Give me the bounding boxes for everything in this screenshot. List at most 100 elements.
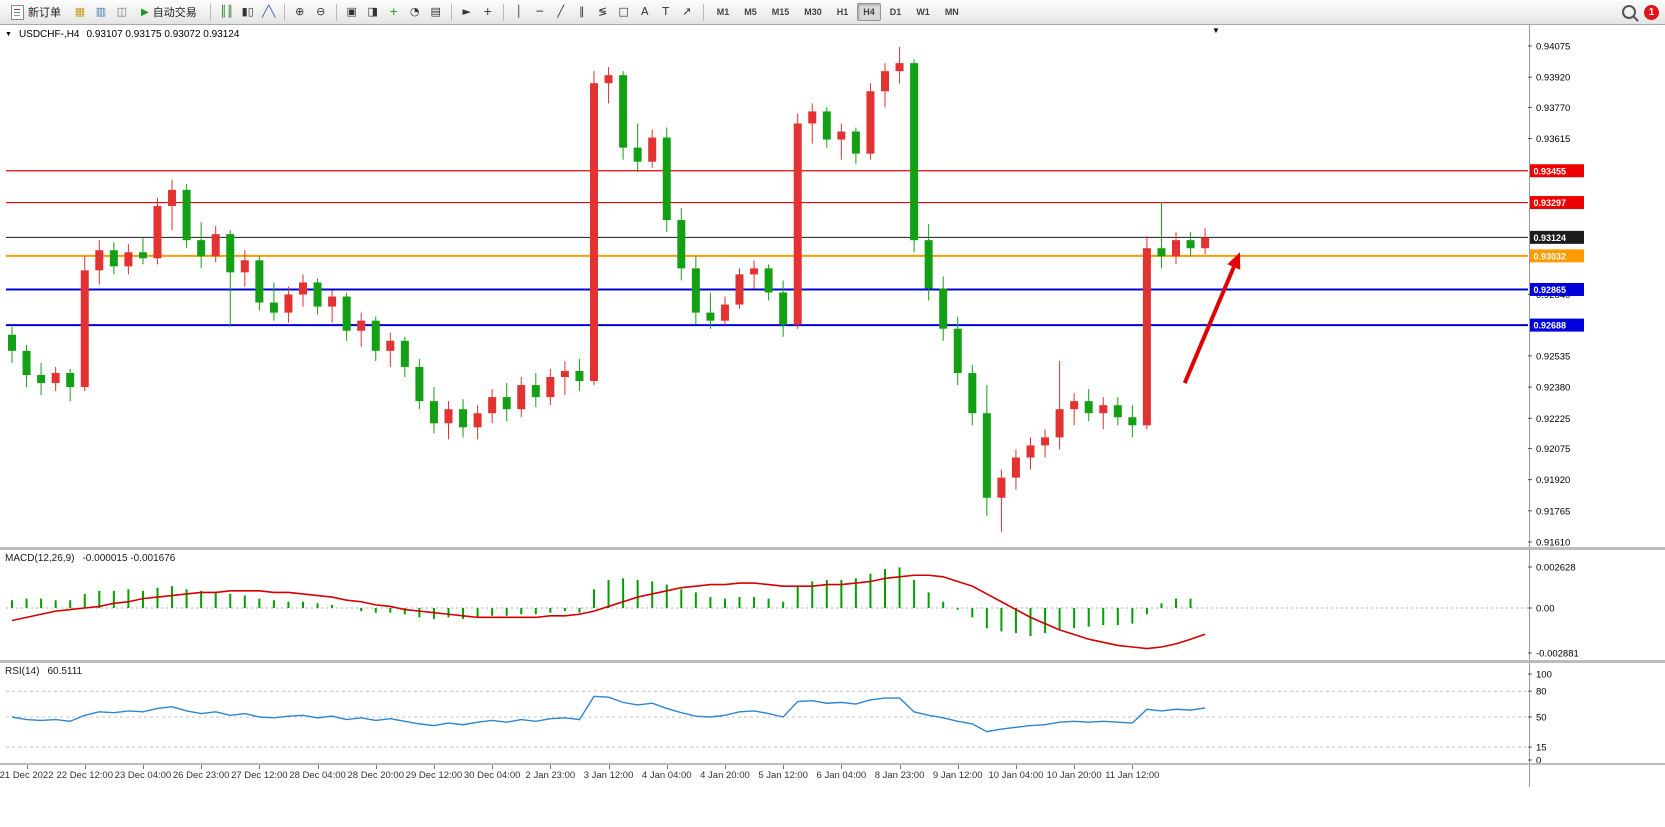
- rsi-axis-label: 0: [1536, 756, 1541, 764]
- chart-shift-marker[interactable]: ▼: [1212, 26, 1220, 35]
- timeframe-M5[interactable]: M5: [738, 3, 763, 21]
- time-label: 3 Jan 12:00: [583, 770, 634, 781]
- toolbar-right-group: 1: [1622, 4, 1661, 20]
- rsi-title: RSI(14): [5, 666, 40, 677]
- time-axis[interactable]: 21 Dec 2022 22 Dec 12:00 23 Dec 04:00 26 De…: [0, 763, 1665, 787]
- time-tick: [550, 765, 552, 769]
- notification-badge[interactable]: 1: [1644, 4, 1659, 20]
- toolbar-separator: [283, 3, 285, 21]
- arrow-tools-icon[interactable]: ↗: [677, 2, 697, 22]
- tile-windows-icon[interactable]: ▣: [342, 2, 362, 22]
- vertical-line-icon[interactable]: │: [509, 2, 529, 22]
- time-label: 2 Jan 23:00: [525, 770, 576, 781]
- timeframe-MN[interactable]: MN: [939, 3, 965, 21]
- time-label: 28 Dec 04:00: [289, 770, 346, 781]
- symbol-period-label: USDCHF-,H4: [18, 29, 80, 40]
- rsi-axis-label: 50: [1536, 713, 1547, 724]
- rsi-indicator[interactable]: 100 80 50 15 0: [0, 663, 1665, 763]
- time-tick: [1015, 765, 1017, 769]
- horizontal-line-icon[interactable]: ─: [530, 2, 550, 22]
- shapes-icon[interactable]: □: [614, 2, 634, 22]
- text-icon[interactable]: A: [635, 2, 655, 22]
- autotrade-icon: ▶: [141, 6, 149, 18]
- candlestick-chart[interactable]: 0.940750.939200.937700.936150.928400.925…: [0, 25, 1665, 547]
- bar-chart-icon[interactable]: ║║: [217, 2, 237, 22]
- time-label: 21 Dec 2022: [0, 770, 54, 781]
- market-watch-icon[interactable]: ▦: [70, 2, 90, 22]
- time-tick: [899, 765, 901, 769]
- svg-text:0.92688: 0.92688: [1534, 321, 1567, 331]
- price-axis-label: 0.91920: [1536, 475, 1570, 486]
- trendline-icon[interactable]: ╱: [551, 2, 571, 22]
- timeframe-M15[interactable]: M15: [766, 3, 796, 21]
- time-tick: [26, 765, 28, 769]
- toolbar-separator: [335, 3, 337, 21]
- new-order-button[interactable]: 新订单: [4, 2, 68, 22]
- navigator-icon[interactable]: ◫: [112, 2, 132, 22]
- timeframe-H4[interactable]: H4: [857, 3, 881, 21]
- time-label: 30 Dec 04:00: [463, 770, 521, 781]
- svg-text:0.93124: 0.93124: [1534, 233, 1567, 243]
- period-icon[interactable]: ◔: [405, 2, 425, 22]
- rsi-axis-label: 15: [1536, 743, 1547, 754]
- zoom-out-icon[interactable]: ⊖: [311, 2, 331, 22]
- indicators-icon[interactable]: +: [384, 2, 404, 22]
- fibonacci-icon[interactable]: ≶: [593, 2, 613, 22]
- symbol-menu-icon[interactable]: ▼: [5, 30, 12, 38]
- time-tick: [841, 765, 843, 769]
- timeframe-H1[interactable]: H1: [831, 3, 855, 21]
- macd-values: -0.000015 -0.001676: [82, 553, 176, 564]
- price-badge-0.92865: 0.92865: [1530, 282, 1584, 296]
- svg-text:0.93455: 0.93455: [1534, 166, 1567, 176]
- channel-icon[interactable]: ∥: [572, 2, 592, 22]
- macd-axis-label: 0.002628: [1536, 563, 1576, 574]
- timeframe-M30[interactable]: M30: [798, 3, 828, 21]
- toolbar-separator: [450, 3, 452, 21]
- toolbar-icons-group: ║║ ▮▯ ╱╲ ⊕ ⊖ ▣ ◨ + ◔ ▤ ► + │ ─ ╱ ∥ ≶ □ A T ↗: [217, 2, 697, 22]
- time-tick: [666, 765, 668, 769]
- rsi-panel: 100 80 50 15 0 RSI(14) 60.5111: [0, 660, 1665, 763]
- time-label: 6 Jan 04:00: [816, 770, 867, 781]
- price-badge-0.93124: 0.93124: [1530, 230, 1584, 244]
- price-axis-label: 0.91765: [1536, 506, 1570, 517]
- rsi-value: 60.5111: [47, 666, 83, 677]
- time-label: 8 Jan 23:00: [874, 770, 925, 781]
- search-icon[interactable]: [1622, 5, 1636, 19]
- time-tick: [1074, 765, 1076, 769]
- candlestick-chart-icon[interactable]: ▮▯: [238, 2, 258, 22]
- macd-title: MACD(12,26,9): [5, 553, 75, 564]
- chart-header: ▼ USDCHF-,H4 0.93107 0.93175 0.93072 0.9…: [5, 29, 239, 40]
- new-order-icon: [11, 4, 24, 20]
- price-badge-0.93297: 0.93297: [1530, 196, 1584, 210]
- price-badge-0.92688: 0.92688: [1530, 318, 1584, 332]
- macd-indicator[interactable]: 0.002628 0.00 -0.002881: [0, 550, 1665, 660]
- zoom-in-icon[interactable]: ⊕: [290, 2, 310, 22]
- autotrade-button[interactable]: ▶ 自动交易: [134, 2, 204, 22]
- macd-panel: 0.002628 0.00 -0.002881 MACD(12,26,9) -0.0…: [0, 547, 1665, 660]
- cursor-icon[interactable]: ►: [457, 2, 477, 22]
- macd-axis-label: -0.002881: [1536, 648, 1579, 659]
- timeframe-W1[interactable]: W1: [910, 3, 936, 21]
- toolbar-separator: [502, 3, 504, 21]
- price-axis-label: 0.91610: [1536, 538, 1570, 548]
- price-axis-label: 0.92535: [1536, 351, 1570, 362]
- time-tick: [317, 765, 319, 769]
- crosshair-icon[interactable]: +: [478, 2, 498, 22]
- timeframe-M1[interactable]: M1: [711, 3, 736, 21]
- new-chart-icon[interactable]: ◨: [363, 2, 383, 22]
- trend-arrow[interactable]: [1182, 266, 1236, 384]
- price-badge-0.93032: 0.93032: [1530, 249, 1584, 263]
- line-chart-icon[interactable]: ╱╲: [259, 2, 279, 22]
- time-tick: [492, 765, 494, 769]
- templates-icon[interactable]: ▤: [426, 2, 446, 22]
- rsi-axis-label: 80: [1536, 687, 1547, 698]
- label-icon[interactable]: T: [656, 2, 676, 22]
- time-label: 4 Jan 20:00: [700, 770, 750, 781]
- macd-signal-line: [11, 574, 1206, 650]
- time-label: 27 Dec 12:00: [231, 770, 288, 781]
- toolbar: 新订单 ▦ ▥ ◫ ▶ 自动交易 ║║ ▮▯ ╱╲ ⊕ ⊖ ▣ ◨ + ◔ ▤ ► + │ ─ ╱ ∥ ≶ □ A T ↗ …: [0, 0, 1665, 25]
- data-window-icon[interactable]: ▥: [91, 2, 111, 22]
- rsi-axis-label: 100: [1536, 670, 1552, 681]
- macd-axis-label: 0.00: [1536, 604, 1555, 615]
- timeframe-D1[interactable]: D1: [884, 3, 908, 21]
